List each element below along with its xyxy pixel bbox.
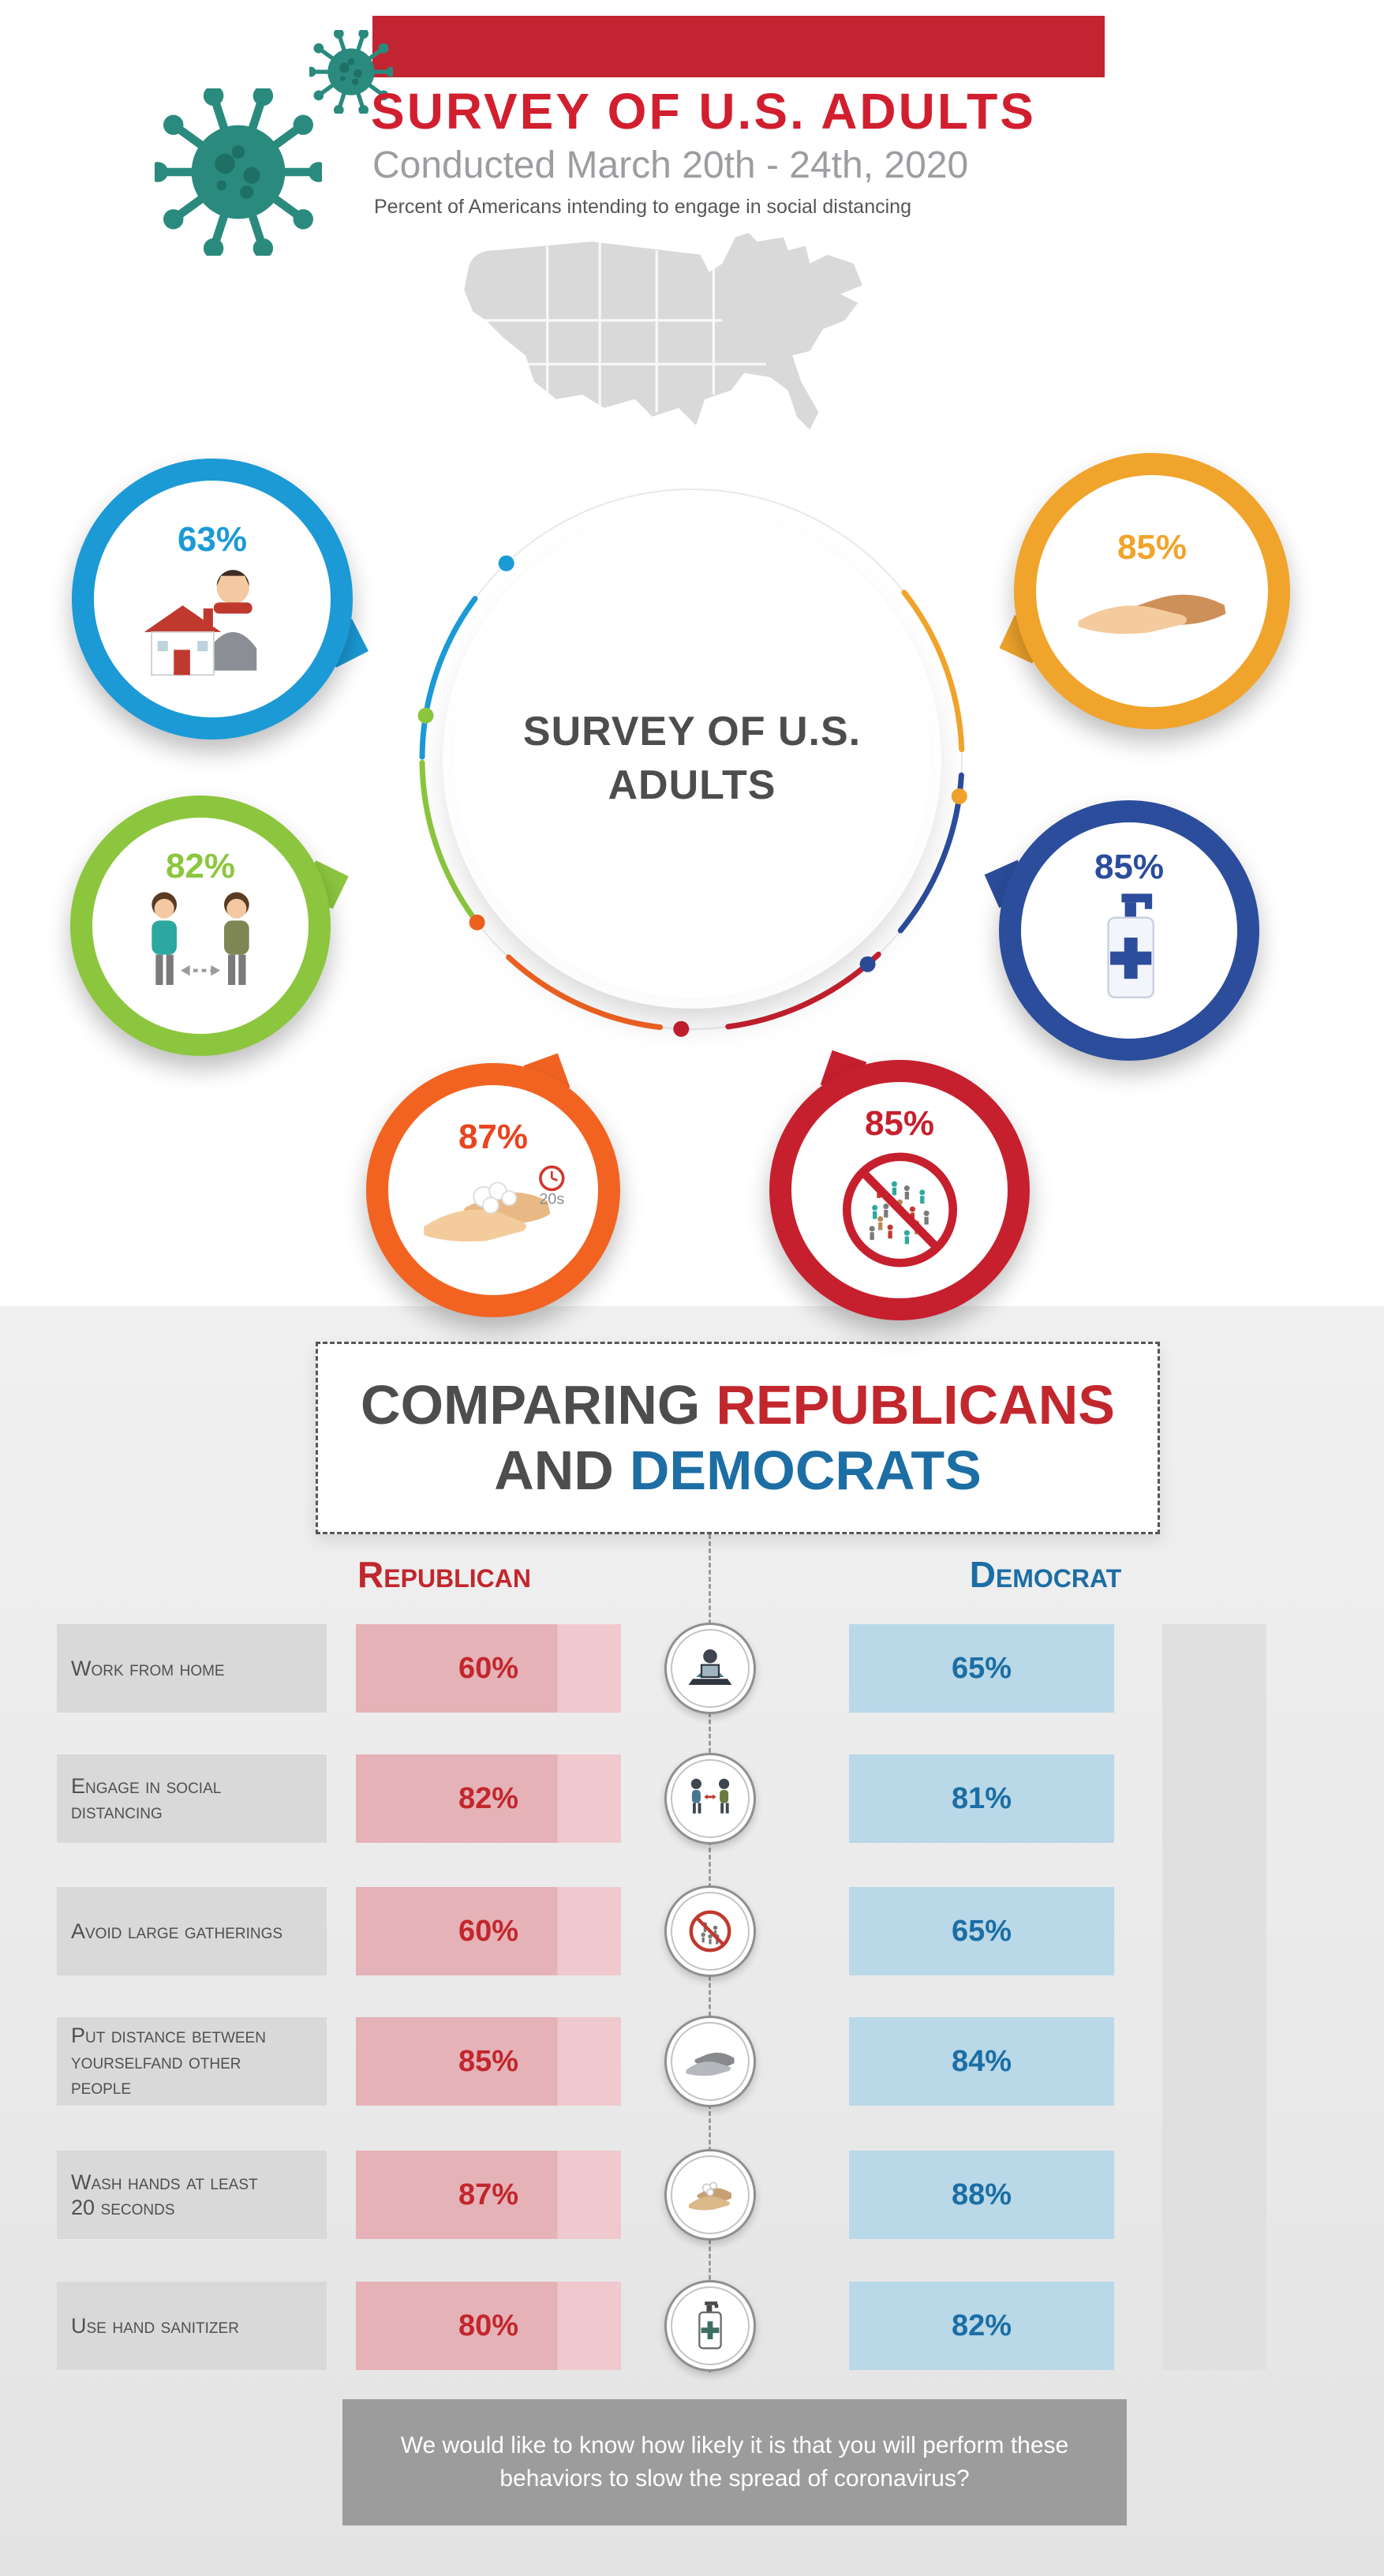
democrat-bar: 81% [849,1754,1114,1843]
survey-question-text: We would like to know how likely it is t… [400,2432,1069,2492]
us-map [464,233,862,430]
republican-value: 80% [458,2308,519,2342]
republican-bar: 60% [356,1624,621,1713]
comparison-row: Use hand sanitizer 80% 82% [0,2282,1384,2370]
no-crowd-small-icon [689,1910,731,1953]
bubble-ring: 87% 20s [366,1063,620,1317]
comparison-row: Work from home 60% 65% [0,1624,1384,1713]
bubble-value: 85% [1094,848,1165,886]
row-icon-hand-sanitizer [664,2280,756,2372]
sanitizer-small-icon [698,2301,722,2349]
democrat-value: 88% [951,2177,1012,2211]
comparison-row: Put distance between yourselfand other p… [0,2017,1384,2106]
page-subtitle: Conducted March 20th - 24th, 2020 [372,144,969,186]
row-icon-put-distance [664,2016,756,2107]
page-description: Percent of Americans intending to engage… [374,196,911,218]
republican-bar: 87% [356,2151,621,2239]
bubble-value: 85% [1117,528,1188,567]
coronavirus-icon [155,88,322,256]
comparison-title-box: COMPARING REPUBLICANS AND DEMOCRATS [316,1342,1160,1534]
republican-value: 60% [458,1914,519,1948]
republican-value: 85% [458,2044,519,2078]
democrat-bar: 65% [849,1887,1114,1975]
two-people-icon [690,1778,730,1814]
title-democrats: DEMOCRATS [629,1440,982,1501]
democrat-value: 82% [951,2308,1012,2342]
row-label: Use hand sanitizer [57,2282,327,2370]
republican-bar: 60% [356,1887,621,1975]
bubble-ring: 85% [1014,453,1290,729]
column-header-republican: Republican [357,1554,531,1595]
row-label: Work from home [57,1624,327,1713]
page-title: SURVEY OF U.S. ADULTS [371,83,1036,140]
sanitizer-bottle-icon [1106,893,1154,999]
no-crowd-icon [842,1152,957,1267]
bubble-avoid-gatherings: 85% [769,1050,1030,1320]
bubble-social-distancing: 82% [70,796,349,1056]
republican-bar: 80% [356,2282,621,2370]
bubble-ring: 82% [70,796,331,1056]
comparison-row: Wash hands at least 20 seconds 87% 88% [0,2151,1384,2239]
clock-label: 20s [539,1190,564,1208]
bubble-value: 85% [864,1104,935,1143]
comparison-row: Avoid large gatherings 60% 65% [0,1887,1384,1975]
row-label: Engage in social distancing [57,1754,327,1843]
row-icon-avoid-gatherings [664,1885,756,1977]
row-label: Put distance between yourselfand other p… [57,2017,327,2106]
republican-value: 82% [458,1781,519,1815]
republican-value: 60% [458,1651,519,1685]
democrat-value: 65% [951,1914,1012,1948]
laptop-person-icon [688,1649,732,1685]
hub-arcs [417,489,967,1037]
democrat-bar: 82% [849,2282,1114,2370]
washing-hands-icon: 20s [423,1165,564,1241]
bubble-value: 87% [458,1117,529,1156]
column-header-democrat: Democrat [969,1554,1122,1595]
comparison-row: Engage in social distancing 82% 81% [0,1754,1384,1843]
right-spacer-panel [1162,1624,1266,2370]
bubble-ring: 85% [769,1060,1030,1320]
bubble-value: 82% [165,847,236,886]
democrat-bar: 65% [849,1624,1114,1713]
hands-small-icon [686,2052,735,2076]
democrat-value: 81% [951,1781,1012,1815]
row-label: Avoid large gatherings [57,1887,327,1975]
democrat-value: 84% [951,2044,1012,2078]
bubble-wash-hands: 87% 20s [366,1053,620,1317]
bubble-work-from-home: 63% [72,459,368,739]
title-republicans: REPUBLICANS [716,1374,1115,1436]
row-icon-social-distancing [664,1753,756,1844]
row-icon-wash-hands [664,2149,756,2241]
row-icon-work-from-home [664,1623,756,1714]
two-people-distancing-icon [151,892,249,985]
democrat-bar: 84% [849,2017,1114,2106]
republican-bar: 82% [356,1754,621,1843]
bubble-value: 63% [177,520,248,559]
republican-bar: 85% [356,2017,621,2106]
central-circle: SURVEY OF U.S. ADULTS [454,521,930,998]
work-from-home-icon [144,570,257,676]
title-comparing: COMPARING [361,1374,701,1436]
title-and: AND [494,1440,614,1501]
bubble-hand-sanitizer: 85% [984,800,1259,1061]
row-label: Wash hands at least 20 seconds [57,2151,327,2239]
top-banner [372,16,1105,77]
bubble-put-distance: 85% [999,453,1290,729]
democrat-bar: 88% [849,2151,1114,2239]
survey-question-box: We would like to know how likely it is t… [342,2399,1127,2525]
republican-value: 87% [458,2177,519,2211]
central-circle-title: SURVEY OF U.S. ADULTS [522,709,862,808]
bubble-ring: 63% [72,459,353,739]
democrat-value: 65% [951,1651,1012,1685]
wash-hands-small-icon [688,2181,732,2211]
bubble-ring: 85% [999,800,1259,1061]
reaching-hands-icon [1078,594,1226,635]
